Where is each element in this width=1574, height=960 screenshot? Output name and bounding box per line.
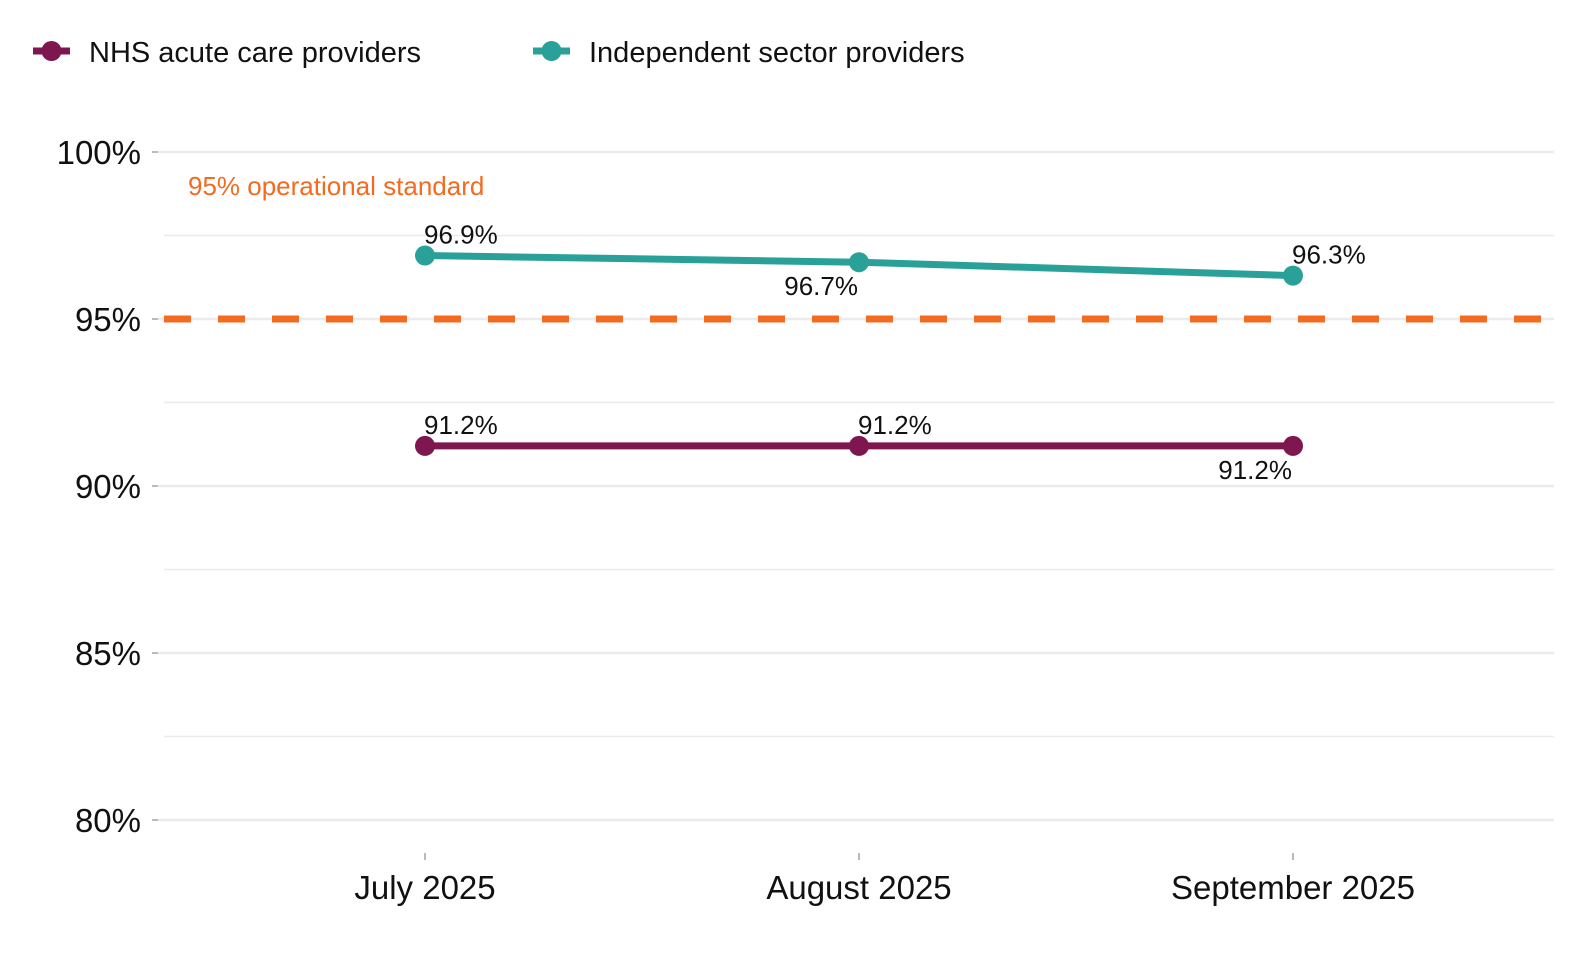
data-label: 91.2% — [424, 410, 498, 440]
y-tick-label: 80% — [75, 802, 141, 839]
x-tick-label: September 2025 — [1171, 869, 1415, 906]
data-label: 91.2% — [1218, 455, 1292, 485]
data-point — [1283, 435, 1303, 456]
reference-line-group: 95% operational standard — [164, 171, 1554, 323]
legend-label: Independent sector providers — [589, 37, 965, 69]
x-axis: July 2025 August 2025 September 2025 — [354, 853, 1415, 906]
data-label: 96.9% — [424, 220, 498, 250]
data-label: 96.3% — [1292, 240, 1366, 270]
x-tick-label: August 2025 — [766, 869, 951, 906]
grid — [158, 150, 1554, 822]
y-tick-label: 95% — [75, 301, 141, 338]
y-tick-label: 100% — [57, 134, 141, 171]
data-label: 96.7% — [784, 271, 858, 301]
y-tick-label: 85% — [75, 635, 141, 672]
y-axis: 80% 85% 90% 95% 100% — [57, 134, 158, 839]
x-tick-label: July 2025 — [354, 869, 495, 906]
y-tick-label: 90% — [75, 468, 141, 505]
data-point — [1283, 265, 1303, 286]
legend-item-1[interactable]: Independent sector providers — [533, 37, 965, 69]
series-0: 91.2% 91.2% 91.2% — [415, 410, 1303, 485]
legend-item-0[interactable]: NHS acute care providers — [33, 37, 421, 69]
legend-marker-icon — [41, 41, 62, 61]
series-group: 91.2% 91.2% 91.2% 96.9% 96.7% 96.3% — [415, 220, 1366, 485]
data-point — [849, 252, 869, 273]
legend-marker-icon — [541, 41, 562, 61]
data-point — [415, 435, 435, 456]
legend-label: NHS acute care providers — [89, 37, 421, 69]
reference-line-label: 95% operational standard — [188, 171, 484, 201]
legend: NHS acute care providers Independent sect… — [33, 37, 965, 69]
series-1: 96.9% 96.7% 96.3% — [415, 220, 1366, 301]
data-point — [849, 435, 869, 456]
data-label: 91.2% — [858, 410, 932, 440]
data-point — [415, 245, 435, 266]
